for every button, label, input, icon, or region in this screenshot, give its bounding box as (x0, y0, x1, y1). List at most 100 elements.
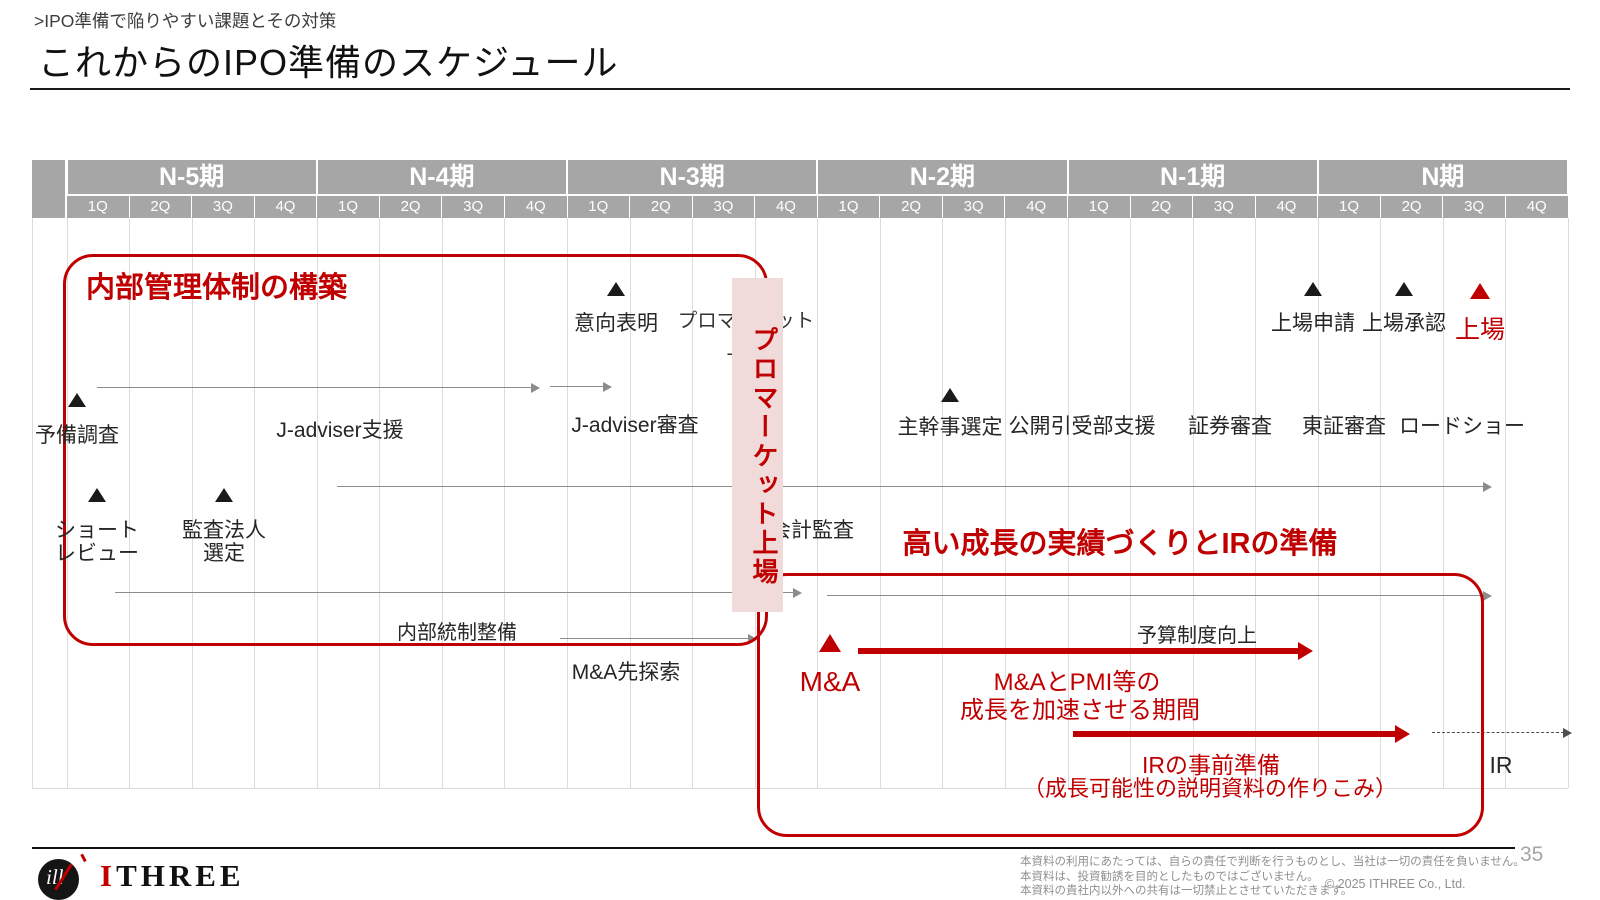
page-title: これからのIPO準備のスケジュール (38, 42, 619, 83)
gridline (1067, 218, 1069, 788)
arrow-growth-span (827, 595, 1484, 597)
milestone-kansahojin-sentei-label: 選定 (203, 542, 245, 565)
milestone-iko-hyomei-label: 意向表明 (574, 312, 658, 335)
milestone-jojo-marker-icon (1470, 283, 1490, 299)
quarter-header-3Q: 3Q (692, 196, 755, 218)
quarter-header-2Q: 2Q (630, 196, 692, 218)
milestone-shukanji-sentei-label: 主幹事選定 (897, 416, 1003, 439)
arrow-jadviser-shinsa-head (603, 381, 612, 392)
quarter-header-3Q: 3Q (1443, 196, 1505, 218)
label-tosho-shinsa: 東証審査 (1302, 415, 1386, 438)
gridline (1004, 218, 1006, 788)
quarter-header-4Q: 4Q (1255, 196, 1318, 218)
milestone-short-review-marker-icon (88, 488, 106, 502)
label-yosan-seido-kojo: 予算制度向上 (1137, 625, 1257, 647)
gridline (1255, 218, 1257, 788)
group-box2-label: 高い成長の実績づくりとIRの準備 (902, 528, 1338, 560)
milestone-ma-label: M&A (799, 666, 861, 697)
timeline-header-stub (32, 160, 65, 218)
gridline (629, 218, 631, 788)
milestone-short-review-label: レビュー (55, 542, 139, 565)
arrow-kaikei-kansa (337, 486, 1484, 488)
copyright: © 2025 ITHREE Co., Ltd. (1325, 877, 1466, 891)
red-arrow-ir-head (1395, 724, 1410, 743)
arrow-jadviser-shien (97, 387, 532, 389)
quarter-header-2Q: 2Q (880, 196, 942, 218)
label-ma-saki-tansaku: M&A先探索 (571, 661, 681, 684)
label-naibu-tosei-seibi: 内部統制整備 (397, 622, 517, 644)
quarter-header-2Q: 2Q (129, 196, 192, 218)
promarket-listing-band (732, 278, 783, 612)
label-jadviser-shinsa: J-adviser審査 (571, 414, 699, 437)
gridline (66, 218, 68, 788)
promarket-listing-band-label: プロマーケット上場 (749, 325, 779, 587)
gridline (1505, 218, 1507, 788)
milestone-short-review-label: ショート (55, 519, 139, 542)
gridline (129, 218, 131, 788)
quarter-header-3Q: 3Q (442, 196, 504, 218)
quarter-header-4Q: 4Q (504, 196, 567, 218)
label-shoken-shinsa: 証券審査 (1188, 415, 1272, 438)
quarter-header-1Q: 1Q (317, 196, 379, 218)
table-left-border (32, 218, 33, 788)
period-header-N期: N期 (1318, 160, 1567, 194)
quarter-header-2Q: 2Q (1130, 196, 1193, 218)
milestone-yobichosa-label: 予備調査 (35, 424, 119, 447)
arrow-naibu-tosei-head (793, 587, 802, 598)
arrow-kaikei-kansa-head (1483, 481, 1492, 492)
quarter-header-3Q: 3Q (942, 196, 1005, 218)
gridline (692, 218, 694, 788)
group-box-growth-ir (757, 573, 1484, 837)
period-header-N-4期: N-4期 (317, 160, 566, 194)
red-arrow-yosan (858, 648, 1299, 654)
milestone-kansahojin-sentei-marker-icon (215, 488, 233, 502)
milestone-yobichosa-marker-icon (68, 393, 86, 407)
arrow-jadviser-shien-head (531, 382, 540, 393)
milestone-iko-hyomei-marker-icon (607, 282, 625, 296)
breadcrumb: >IPO準備で陥りやすい課題とその対策 (34, 11, 337, 31)
arrow-ma-tansaku (560, 638, 749, 640)
footer-disclaimers: 本資料の利用にあたっては、自らの責任で判断を行うものとし、当社は一切の責任を負い… (1020, 855, 1525, 899)
disclaimer-line: 本資料は、投資勧誘を目的としたものではございません。 (1020, 870, 1319, 883)
quarter-header-4Q: 4Q (1505, 196, 1568, 218)
milestone-shukanji-sentei-marker-icon (941, 388, 959, 402)
quarter-header-4Q: 4Q (254, 196, 317, 218)
gridline (504, 218, 506, 788)
milestone-jojo-shonin-label: 上場承認 (1362, 312, 1446, 335)
gridline (254, 218, 256, 788)
page-number: 35 (1520, 843, 1544, 866)
quarter-header-1Q: 1Q (67, 196, 129, 218)
gridline (441, 218, 443, 788)
label-ma-pmi: M&AとPMI等の (993, 669, 1161, 696)
gridline (1442, 218, 1444, 788)
quarter-header-1Q: 1Q (817, 196, 880, 218)
quarter-header-3Q: 3Q (1193, 196, 1255, 218)
group-box1-label: 内部管理体制の構築 (86, 272, 348, 304)
red-arrow-yosan-head (1298, 641, 1313, 660)
quarter-header-2Q: 2Q (379, 196, 442, 218)
ithree-logo-first-letter: I (100, 858, 117, 893)
arrow-naibu-tosei (115, 592, 794, 594)
quarter-header-1Q: 1Q (1318, 196, 1380, 218)
period-header-N-1期: N-1期 (1068, 160, 1317, 194)
milestone-jojo-shinsei-label: 上場申請 (1271, 312, 1355, 335)
label-ir-shiryo: （成長可能性の説明資料の作りこみ） (1022, 776, 1397, 801)
label-kokai-hikiukebu-shien: 公開引受部支援 (1008, 415, 1156, 438)
gridline (567, 218, 568, 788)
gridline (316, 218, 318, 788)
quarter-header-3Q: 3Q (192, 196, 254, 218)
title-rule (30, 88, 1570, 90)
disclaimer-line: 本資料の貴社内以外への共有は一切禁止とさせていただきます。 (1020, 885, 1353, 897)
red-arrow-ir (1073, 731, 1396, 737)
gridline (379, 218, 381, 788)
period-header-N-3期: N-3期 (568, 160, 817, 194)
arrow-ir-dashed (1432, 732, 1564, 734)
gridline (1130, 218, 1132, 788)
quarter-header-1Q: 1Q (567, 196, 630, 218)
label-ir: IR (1489, 752, 1513, 778)
arrow-jadviser-shinsa (550, 386, 604, 388)
milestone-ma-marker-icon (819, 634, 841, 652)
quarter-header-2Q: 2Q (1380, 196, 1443, 218)
